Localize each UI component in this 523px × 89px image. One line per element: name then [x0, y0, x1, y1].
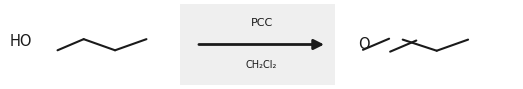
Text: O: O [358, 37, 369, 52]
FancyBboxPatch shape [180, 4, 335, 85]
Text: PCC: PCC [251, 18, 272, 28]
Text: CH₂Cl₂: CH₂Cl₂ [246, 60, 277, 70]
Text: HO: HO [9, 34, 32, 49]
